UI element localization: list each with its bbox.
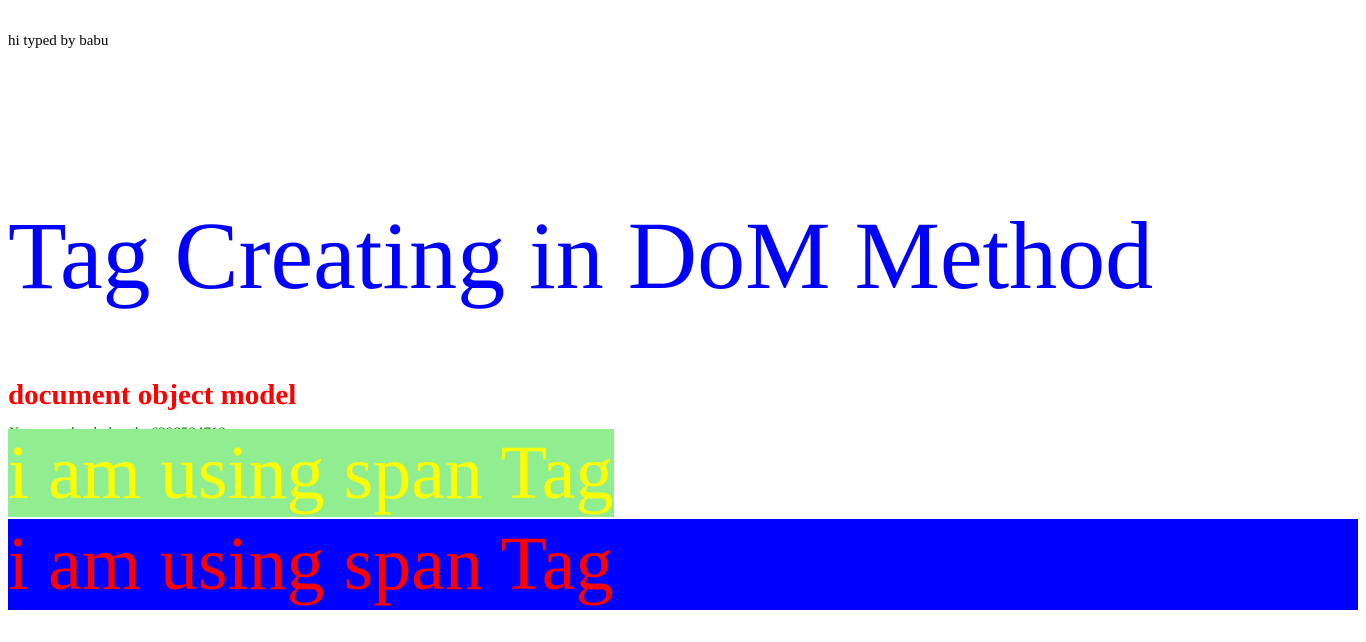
span-blue-text: i am using span Tag [8,522,614,606]
span-green-text: i am using span Tag [8,429,615,517]
page-title: Tag Creating in DoM Method [8,202,1154,310]
span-blue-block: i am using span Tag [8,519,1358,610]
typed-text: hi typed by babu [8,33,109,49]
subtitle: document object model [8,379,297,412]
